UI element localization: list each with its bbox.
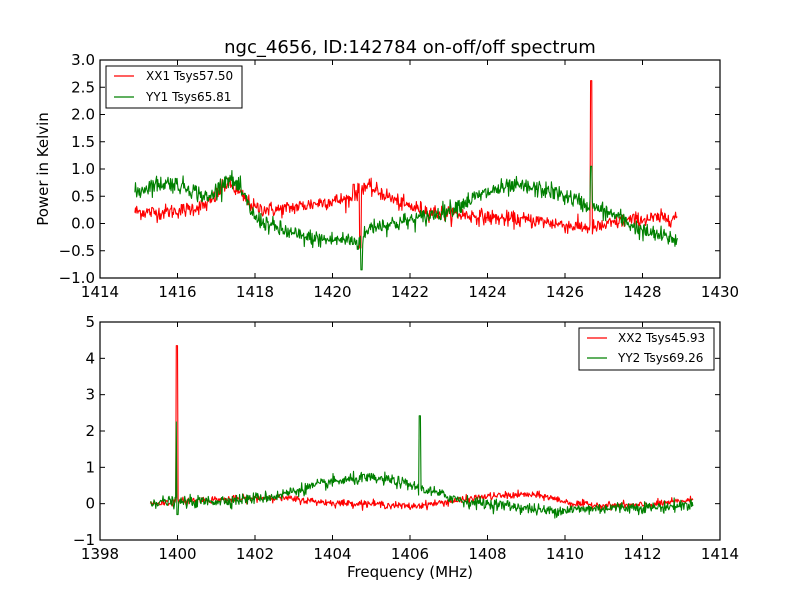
legend-label-xx2: XX2 Tsys45.93: [618, 331, 705, 345]
bottom-plot-area: [149, 345, 694, 519]
legend-label-yy1: YY1 Tsys65.81: [145, 90, 231, 104]
bottom-panel: 1398 1400 1402 1404 1406 1408 1410 1412 1414 −1 0 1…: [73, 313, 739, 581]
legend-box: [578, 327, 715, 371]
y-axis-label: Power in Kelvin: [34, 112, 52, 226]
x-tick-label: 1424: [468, 283, 506, 301]
y-tick-label: 3.0: [71, 51, 95, 69]
x-tick-label: 1402: [236, 545, 274, 563]
y-tick-label: 4: [85, 349, 95, 367]
y-tick-label: 2.5: [71, 78, 95, 96]
series-line-yy2: [150, 415, 694, 519]
top-legend: XX1 Tsys57.50 YY1 Tsys65.81: [105, 65, 243, 109]
y-tick-label: −0.5: [59, 242, 95, 260]
x-tick-label: 1400: [158, 545, 196, 563]
y-tick-label: −1: [73, 531, 95, 549]
x-tick-label: 1418: [236, 283, 274, 301]
legend-label-xx1: XX1 Tsys57.50: [146, 69, 233, 83]
y-tick-label: 2: [85, 422, 95, 440]
x-tick-label: 1428: [623, 283, 661, 301]
x-tick-label: 1398: [81, 545, 119, 563]
y-tick-label: −1.0: [59, 269, 95, 287]
top-panel: ngc_4656, ID:142784 on-off/off spectrum …: [34, 37, 739, 301]
y-tick-label: 0: [85, 495, 95, 513]
y-tick-label: 0.5: [71, 187, 95, 205]
y-tick-label: 2.0: [71, 106, 95, 124]
x-tick-label: 1412: [623, 545, 661, 563]
top-axis-ticks: 1414 1416 1418 1420 1422 1424 1426 1428 1430 −1.0…: [59, 51, 740, 301]
legend-box: [105, 65, 243, 109]
x-tick-label: 1414: [701, 545, 739, 563]
x-tick-label: 1404: [313, 545, 351, 563]
series-line-yy1: [134, 165, 678, 271]
y-tick-label: 5: [85, 313, 95, 331]
x-tick-label: 1420: [313, 283, 351, 301]
y-tick-label: 1: [85, 458, 95, 476]
x-tick-label: 1426: [546, 283, 584, 301]
x-tick-label: 1410: [546, 545, 584, 563]
y-tick-label: 0.0: [71, 215, 95, 233]
x-tick-label: 1406: [391, 545, 429, 563]
x-axis-label: Frequency (MHz): [347, 563, 473, 581]
x-tick-label: 1430: [701, 283, 739, 301]
series-line-xx2: [149, 345, 694, 511]
bottom-legend: XX2 Tsys45.93 YY2 Tsys69.26: [578, 327, 715, 371]
x-tick-label: 1416: [158, 283, 196, 301]
y-tick-label: 1.5: [71, 133, 95, 151]
y-tick-label: 3: [85, 386, 95, 404]
x-tick-label: 1422: [391, 283, 429, 301]
y-tick-label: 1.0: [71, 160, 95, 178]
chart-title: ngc_4656, ID:142784 on-off/off spectrum: [224, 37, 596, 58]
bottom-axis-ticks: 1398 1400 1402 1404 1406 1408 1410 1412 1414 −1 0 1…: [73, 313, 739, 563]
x-tick-label: 1414: [81, 283, 119, 301]
legend-label-yy2: YY2 Tsys69.26: [617, 351, 703, 365]
x-tick-label: 1408: [468, 545, 506, 563]
top-plot-area: [134, 80, 678, 271]
